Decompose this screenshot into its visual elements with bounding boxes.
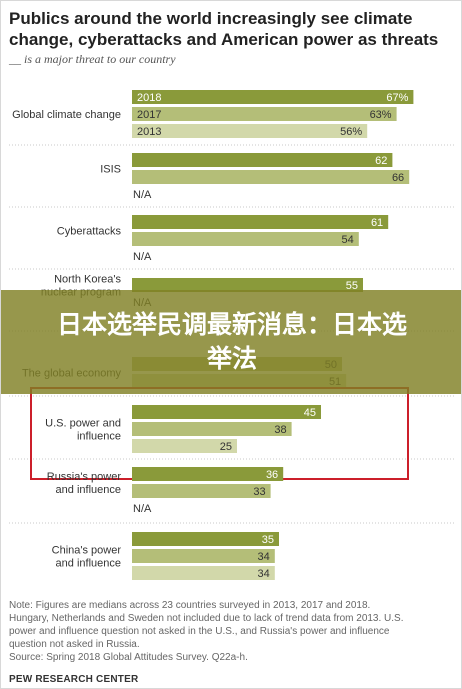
bar xyxy=(132,107,397,121)
category-label: Russia's power xyxy=(47,471,122,483)
bar-chart: 67% 2018 63% 2017 56% 2013 Global climate chan… xyxy=(9,90,455,580)
bar-value-label: 55 xyxy=(346,280,358,292)
bar xyxy=(132,532,279,546)
not-asked-label: N/A xyxy=(133,503,152,515)
bar xyxy=(132,566,275,580)
bar-value-label: 62 xyxy=(375,155,387,167)
bar-value-label: 67% xyxy=(386,92,408,104)
bar xyxy=(132,467,284,481)
category-label: Global climate change xyxy=(12,109,121,121)
legend-year-label: 2017 xyxy=(137,109,161,121)
organization-credit: PEW RESEARCH CENTER xyxy=(9,674,139,685)
chart-subtitle: __ is a major threat to our country xyxy=(9,52,176,66)
bar xyxy=(132,405,321,419)
note-line: question not asked in Russia. xyxy=(9,639,140,650)
not-asked-label: N/A xyxy=(133,251,152,263)
bar xyxy=(132,215,389,229)
category-label: and influence xyxy=(56,558,121,570)
legend-year-label: 2018 xyxy=(137,92,161,104)
category-label: China's power xyxy=(52,545,122,557)
headline-banner: 日本选举民调最新消息：日本选举法 xyxy=(1,290,461,394)
bar-value-label: 33 xyxy=(253,486,265,498)
source-line: Source: Spring 2018 Global Attitudes Sur… xyxy=(9,652,248,663)
bar-value-label: 61 xyxy=(371,217,383,229)
category-label: Cyberattacks xyxy=(57,226,122,238)
bar xyxy=(132,170,410,184)
bar-value-label: 63% xyxy=(370,109,392,121)
chart-notes: Note: Figures are medians across 23 coun… xyxy=(9,599,455,664)
bar xyxy=(132,232,359,246)
bar-value-label: 25 xyxy=(220,441,232,453)
note-line: Note: Figures are medians across 23 coun… xyxy=(9,600,371,611)
bar-value-label: 35 xyxy=(262,534,274,546)
bar-value-label: 34 xyxy=(258,551,270,563)
note-line: power and influence question not asked i… xyxy=(9,626,390,637)
bar-value-label: 38 xyxy=(274,424,286,436)
category-label: North Korea's xyxy=(54,274,121,286)
chart-title: Publics around the world increasingly se… xyxy=(9,9,439,49)
bar-value-label: 45 xyxy=(304,407,316,419)
bar-value-label: 54 xyxy=(342,234,354,246)
category-label: and influence xyxy=(56,484,121,496)
bar xyxy=(132,153,393,167)
bar xyxy=(132,549,275,563)
headline-banner-text: 日本选举民调最新消息：日本选举法 xyxy=(56,310,407,373)
bar-value-label: 34 xyxy=(258,568,270,580)
bar-value-label: 56% xyxy=(340,126,362,138)
bar-value-label: 66 xyxy=(392,172,404,184)
bar xyxy=(132,278,363,292)
bar xyxy=(132,484,271,498)
bar xyxy=(132,124,368,138)
category-label: U.S. power and xyxy=(45,418,121,430)
category-label: influence xyxy=(77,431,121,443)
category-label: ISIS xyxy=(100,164,121,176)
bar xyxy=(132,422,292,436)
bar xyxy=(132,439,237,453)
note-line: Hungary, Netherlands and Sweden not incl… xyxy=(9,613,404,624)
bar xyxy=(132,90,414,104)
legend-year-label: 2013 xyxy=(137,126,161,138)
not-asked-label: N/A xyxy=(133,189,152,201)
bar-value-label: 36 xyxy=(266,469,278,481)
